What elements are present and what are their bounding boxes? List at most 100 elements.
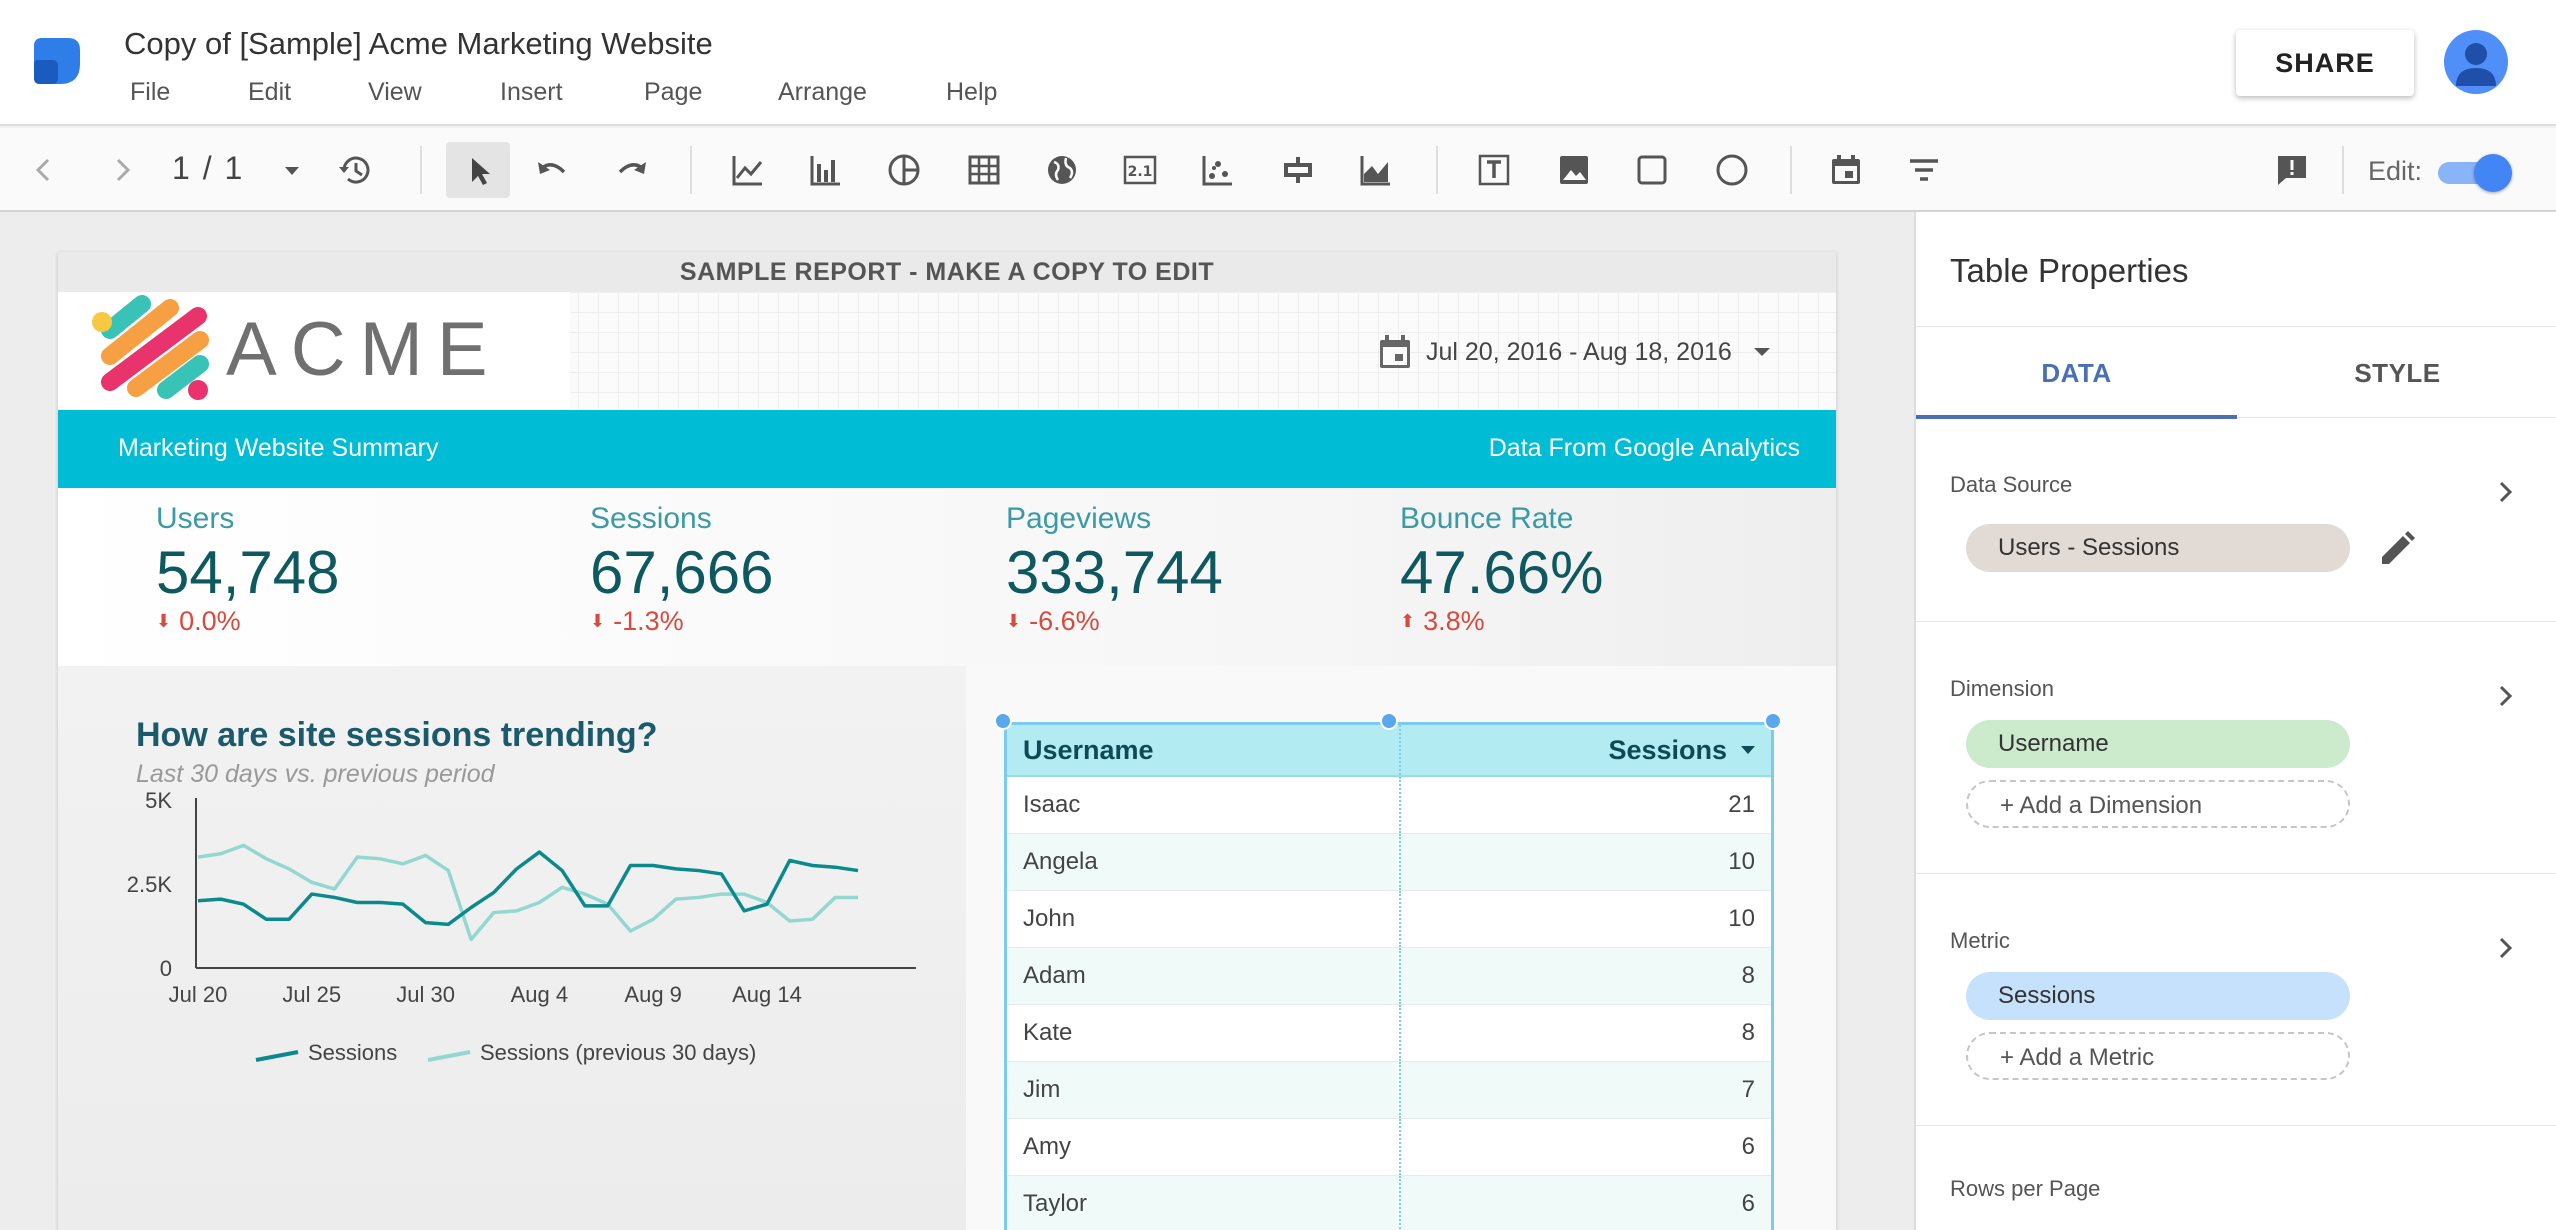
toolbar-separator [1790, 146, 1792, 194]
back-arrow-icon[interactable] [16, 142, 72, 198]
table-row[interactable]: Taylor 6 [1007, 1176, 1771, 1230]
chevron-right-icon[interactable] [2492, 934, 2520, 962]
summary-bar: Marketing Website Summary Data From Goog… [58, 410, 1836, 488]
table-icon[interactable] [956, 142, 1012, 198]
series-line-sessions-previous[interactable] [197, 843, 858, 942]
avatar[interactable] [2444, 30, 2508, 94]
geo-map-icon[interactable] [1034, 142, 1090, 198]
pie-chart-icon[interactable] [876, 142, 932, 198]
resize-handle[interactable] [1764, 712, 1782, 730]
scatter-chart-icon[interactable] [1190, 142, 1246, 198]
table-header: Username Sessions [1007, 725, 1771, 777]
chevron-right-icon[interactable] [2492, 478, 2520, 506]
cell-username: Angela [1007, 834, 1401, 890]
bullet-chart-icon[interactable] [1270, 142, 1326, 198]
select-pointer-icon[interactable] [446, 142, 510, 198]
acme-logo[interactable]: ACME [58, 292, 570, 410]
header-sessions[interactable]: Sessions [1401, 725, 1771, 775]
cell-username: Amy [1007, 1119, 1401, 1175]
acme-logo-mark-icon [92, 295, 209, 400]
date-range-dropdown-icon [1753, 348, 1770, 356]
table-row[interactable]: Kate 8 [1007, 1005, 1771, 1062]
table-row[interactable]: Adam 8 [1007, 948, 1771, 1005]
share-button[interactable]: SHARE [2236, 30, 2414, 96]
kpi-value: 333,744 [1006, 539, 1223, 606]
menu-view[interactable]: View [368, 78, 422, 106]
legend-swatch [255, 1050, 299, 1062]
add-metric-button[interactable]: + Add a Metric [1966, 1032, 2350, 1080]
feedback-icon[interactable] [2264, 142, 2320, 198]
rows-per-page-section: Rows per Page [1916, 1126, 2556, 1230]
x-tick-label: Jul 25 [282, 982, 341, 1007]
menu-help[interactable]: Help [946, 78, 998, 106]
menu-file[interactable]: File [130, 78, 171, 106]
sessions-table[interactable]: Username Sessions Isaac 21 Angela 10 John 10 A… [1004, 722, 1774, 1230]
trend-line-chart: 0 2.5K 5K Jul 20 Jul 25 Jul 30 Aug 4 Aug 9 Aug 1… [127, 788, 916, 1065]
data-studio-logo-icon[interactable] [30, 34, 84, 88]
kpi-bounce-rate[interactable]: Bounce Rate 47.66% ⬆ 3.8% [1400, 502, 1604, 637]
header-username[interactable]: Username [1007, 725, 1401, 775]
table-row[interactable]: John 10 [1007, 891, 1771, 948]
document-title[interactable]: Copy of [Sample] Acme Marketing Website [124, 26, 713, 61]
date-range-icon[interactable] [1818, 142, 1874, 198]
cell-sessions: 8 [1741, 1019, 1755, 1046]
cell-sessions: 6 [1741, 1190, 1755, 1217]
forward-arrow-icon[interactable] [94, 142, 150, 198]
edit-mode-toggle[interactable] [2438, 154, 2512, 192]
add-dimension-button[interactable]: + Add a Dimension [1966, 780, 2350, 828]
y-tick-label: 0 [160, 956, 172, 981]
cell-username: Taylor [1007, 1176, 1401, 1230]
area-chart-icon[interactable] [1348, 142, 1404, 198]
menu-page[interactable]: Page [644, 78, 703, 106]
page-dropdown-icon[interactable] [264, 142, 320, 198]
redo-icon[interactable] [604, 142, 660, 198]
time-series-chart-icon[interactable] [720, 142, 776, 198]
legend-swatch [427, 1050, 471, 1062]
table-properties-panel: Table Properties DATA STYLE Data Source … [1914, 212, 2556, 1230]
summary-title: Marketing Website Summary [118, 434, 439, 462]
scorecard-icon[interactable]: 2.1 [1112, 142, 1168, 198]
pencil-edit-icon[interactable] [2374, 526, 2420, 572]
date-range-control[interactable]: Jul 20, 2016 - Aug 18, 2016 [1378, 328, 1770, 376]
chevron-right-icon[interactable] [2492, 682, 2520, 710]
series-line-sessions[interactable] [197, 850, 859, 927]
filter-control-icon[interactable] [1896, 142, 1952, 198]
table-row[interactable]: Amy 6 [1007, 1119, 1771, 1176]
cell-username: Jim [1007, 1062, 1401, 1118]
rectangle-icon[interactable] [1624, 142, 1680, 198]
image-icon[interactable] [1546, 142, 1602, 198]
table-row[interactable]: Jim 7 [1007, 1062, 1771, 1119]
resize-handle[interactable] [1380, 712, 1398, 730]
app-header: Copy of [Sample] Acme Marketing Website … [0, 0, 2556, 126]
metric-chip-sessions[interactable]: Sessions [1966, 972, 2350, 1020]
bar-chart-icon[interactable] [798, 142, 854, 198]
circle-icon[interactable] [1704, 142, 1760, 198]
dimension-chip-username[interactable]: Username [1966, 720, 2350, 768]
menu-arrange[interactable]: Arrange [778, 78, 867, 106]
y-tick-label: 5K [145, 788, 172, 813]
arrow-up-icon: ⬆ [1400, 611, 1416, 631]
resize-handle[interactable] [994, 712, 1012, 730]
history-icon[interactable] [328, 142, 384, 198]
text-box-icon[interactable] [1466, 142, 1522, 198]
sessions-trend-chart[interactable]: How are site sessions trending? Last 30 … [58, 666, 966, 1230]
cell-username: John [1007, 891, 1401, 947]
menu-insert[interactable]: Insert [500, 78, 563, 106]
arrow-down-icon: ⬇ [590, 611, 606, 631]
data-source-section: Data Source Users - Sessions [1916, 418, 2556, 622]
table-row[interactable]: Isaac 21 [1007, 777, 1771, 834]
tab-style[interactable]: STYLE [2354, 358, 2441, 388]
tab-data[interactable]: DATA [1916, 327, 2237, 419]
toolbar-separator [420, 146, 422, 194]
kpi-users[interactable]: Users 54,748 ⬇ 0.0% [156, 502, 340, 637]
kpi-scorecards: Users 54,748 ⬇ 0.0% Sessions 67,666 ⬇ -1.3… [58, 488, 1836, 666]
kpi-pageviews[interactable]: Pageviews 333,744 ⬇ -6.6% [1006, 502, 1223, 637]
cell-username: Kate [1007, 1005, 1401, 1061]
data-source-chip[interactable]: Users - Sessions [1966, 524, 2350, 572]
undo-icon[interactable] [524, 142, 580, 198]
menu-edit[interactable]: Edit [248, 78, 292, 106]
table-row[interactable]: Angela 10 [1007, 834, 1771, 891]
x-tick-label: Jul 30 [396, 982, 455, 1007]
cell-username: Isaac [1007, 777, 1401, 833]
kpi-sessions[interactable]: Sessions 67,666 ⬇ -1.3% [590, 502, 774, 637]
